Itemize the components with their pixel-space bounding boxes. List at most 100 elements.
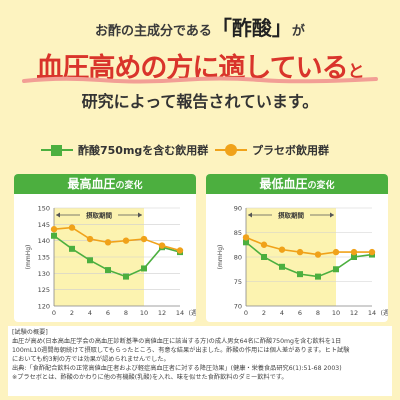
placebo-data-point bbox=[50, 226, 58, 233]
intake-period-label: 摂取期間 bbox=[278, 211, 305, 220]
legend-vinegar-marker bbox=[41, 145, 73, 156]
placebo-data-point bbox=[260, 241, 268, 248]
systolic-chart-title: 最高血圧の変化 bbox=[14, 174, 196, 194]
vinegar-data-point bbox=[105, 267, 111, 274]
vinegar-data-point bbox=[279, 263, 285, 270]
x-tick-label: 4 bbox=[280, 309, 284, 317]
legend-vinegar: 酢酸750mgを含む飲用群 bbox=[40, 141, 208, 159]
vinegar-data-point bbox=[243, 239, 249, 246]
x-tick-label: 14 bbox=[176, 309, 184, 317]
y-axis-label: (mmHg) bbox=[217, 245, 224, 270]
y-tick-label: 135 bbox=[38, 254, 50, 262]
y-tick-label: 85 bbox=[234, 229, 242, 237]
notes-line-2: 100mL10週間毎朝続けて摂取してもらったところ、有意な結果が出ました。酢酸の… bbox=[12, 347, 350, 354]
vinegar-data-point bbox=[123, 273, 129, 280]
systolic-title-suffix: の変化 bbox=[115, 181, 143, 191]
y-tick-label: 125 bbox=[38, 286, 50, 294]
notes-line-3: においても約3割の方では効果が認められませんでした。 bbox=[12, 356, 170, 363]
x-tick-label: 2 bbox=[262, 309, 266, 317]
y-tick-label: 140 bbox=[38, 237, 50, 245]
header-line-1-pre: お酢の主成分である bbox=[95, 24, 212, 39]
placebo-data-point bbox=[176, 247, 184, 254]
notes-heading: [試験の概要] bbox=[12, 329, 48, 336]
y-tick-label: 70 bbox=[234, 303, 242, 311]
x-axis-label: (週) bbox=[189, 309, 196, 317]
vinegar-data-point bbox=[69, 245, 75, 252]
diastolic-chart-panel: 最低血圧の変化 70 75 80 85 90 0 2 4 6 8 10 12 14 (mmHg) (週) 摂取… bbox=[206, 174, 388, 322]
placebo-data-point bbox=[314, 251, 322, 258]
legend-placebo-label: プラセボ飲用群 bbox=[252, 144, 329, 157]
vinegar-data-point bbox=[333, 266, 339, 273]
diastolic-title-suffix: の変化 bbox=[307, 181, 335, 191]
x-tick-label: 8 bbox=[316, 309, 320, 317]
x-tick-label: 0 bbox=[52, 309, 56, 317]
placebo-data-point bbox=[278, 246, 286, 253]
placebo-data-point bbox=[158, 242, 166, 249]
y-axis-label: (mmHg) bbox=[25, 245, 32, 270]
header-line-3: 研究によって報告されています。 bbox=[81, 92, 319, 111]
legend: 酢酸750mgを含む飲用群 プラセボ飲用群 bbox=[0, 141, 400, 159]
squiggle-underline bbox=[22, 76, 378, 84]
y-tick-label: 150 bbox=[38, 205, 50, 213]
x-tick-label: 0 bbox=[244, 309, 248, 317]
y-tick-label: 130 bbox=[38, 270, 50, 278]
x-tick-label: 10 bbox=[332, 309, 340, 317]
x-tick-label: 8 bbox=[124, 309, 128, 317]
diastolic-chart-svg: 70 75 80 85 90 0 2 4 6 8 10 12 14 (mmHg) (週) 摂取期間 bbox=[217, 205, 388, 318]
intake-arrow-right-head bbox=[138, 212, 142, 218]
header-highlight-acetic-acid: 「酢酸」 bbox=[211, 16, 292, 40]
x-axis-label: (週) bbox=[381, 309, 388, 317]
y-tick-label: 75 bbox=[234, 278, 242, 286]
diastolic-title-text: 最低血圧 bbox=[259, 177, 308, 191]
placebo-data-point bbox=[332, 248, 340, 256]
intake-label-bg bbox=[272, 210, 310, 220]
vinegar-data-point bbox=[351, 254, 357, 260]
intake-arrow-right-head bbox=[330, 212, 334, 218]
placebo-data-point bbox=[86, 235, 94, 243]
x-tick-label: 14 bbox=[368, 309, 376, 317]
notes-line-4: 出典:「食酢配合飲料の正常高値血圧者および軽症高血圧者に対する降圧効果」(健康・… bbox=[12, 365, 342, 372]
header-line-1: お酢の主成分である「酢酸」が bbox=[0, 12, 400, 41]
placebo-data-point bbox=[140, 235, 148, 243]
x-tick-label: 12 bbox=[350, 309, 358, 317]
systolic-chart-panel: 最高血圧の変化 120 125 130 135 140 145 150 0 2 4 6 8 10 12 14… bbox=[14, 174, 196, 322]
x-tick-label: 10 bbox=[140, 309, 148, 317]
placebo-data-point bbox=[296, 248, 304, 256]
diastolic-chart-title: 最低血圧の変化 bbox=[206, 174, 388, 194]
study-notes: [試験の概要] 血圧が高め(日本高血圧学会の高血圧診断基準の高値血圧に該当する方… bbox=[8, 326, 392, 396]
placebo-data-point bbox=[350, 248, 358, 256]
legend-placebo: プラセボ飲用群 bbox=[214, 141, 329, 159]
placebo-data-point bbox=[68, 224, 76, 231]
vinegar-data-point bbox=[87, 257, 93, 264]
x-tick-label: 4 bbox=[88, 309, 92, 317]
y-tick-label: 145 bbox=[38, 221, 50, 229]
x-tick-label: 6 bbox=[298, 309, 302, 317]
intake-label-bg bbox=[80, 210, 118, 220]
vinegar-data-point bbox=[141, 265, 147, 272]
header-line-1-post: が bbox=[291, 24, 305, 39]
vinegar-data-point bbox=[297, 271, 303, 278]
legend-placebo-marker bbox=[215, 144, 247, 156]
y-tick-label: 120 bbox=[38, 303, 50, 311]
placebo-data-point bbox=[242, 234, 250, 241]
vinegar-data-point bbox=[51, 232, 57, 239]
headline-suffix: と bbox=[347, 62, 365, 82]
systolic-title-text: 最高血圧 bbox=[67, 177, 116, 191]
systolic-chart-svg: 120 125 130 135 140 145 150 0 2 4 6 8 10 12 14 (mmHg) (週… bbox=[25, 205, 196, 318]
placebo-data-point bbox=[104, 239, 112, 246]
notes-line-5: ※プラセボとは、酢酸のかわりに他の有機酸(乳酸)を入れ、味を似せた食酢飲料のダミ… bbox=[12, 374, 288, 381]
x-tick-label: 2 bbox=[70, 309, 74, 317]
legend-vinegar-label: 酢酸750mgを含む飲用群 bbox=[78, 144, 209, 157]
intake-arrow-left-head bbox=[56, 212, 60, 218]
placebo-data-point bbox=[368, 248, 376, 256]
x-tick-label: 6 bbox=[106, 309, 110, 317]
intake-arrow-left-head bbox=[248, 212, 252, 218]
vinegar-data-point bbox=[315, 273, 321, 280]
notes-line-1: 血圧が高め(日本高血圧学会の高血圧診断基準の高値血圧に該当する方)の成人男女64… bbox=[12, 338, 342, 345]
y-tick-label: 80 bbox=[234, 254, 242, 262]
intake-period-label: 摂取期間 bbox=[86, 211, 113, 220]
vinegar-data-point bbox=[261, 254, 267, 260]
placebo-data-point bbox=[122, 237, 130, 244]
x-tick-label: 12 bbox=[158, 309, 166, 317]
y-tick-label: 90 bbox=[234, 205, 242, 213]
